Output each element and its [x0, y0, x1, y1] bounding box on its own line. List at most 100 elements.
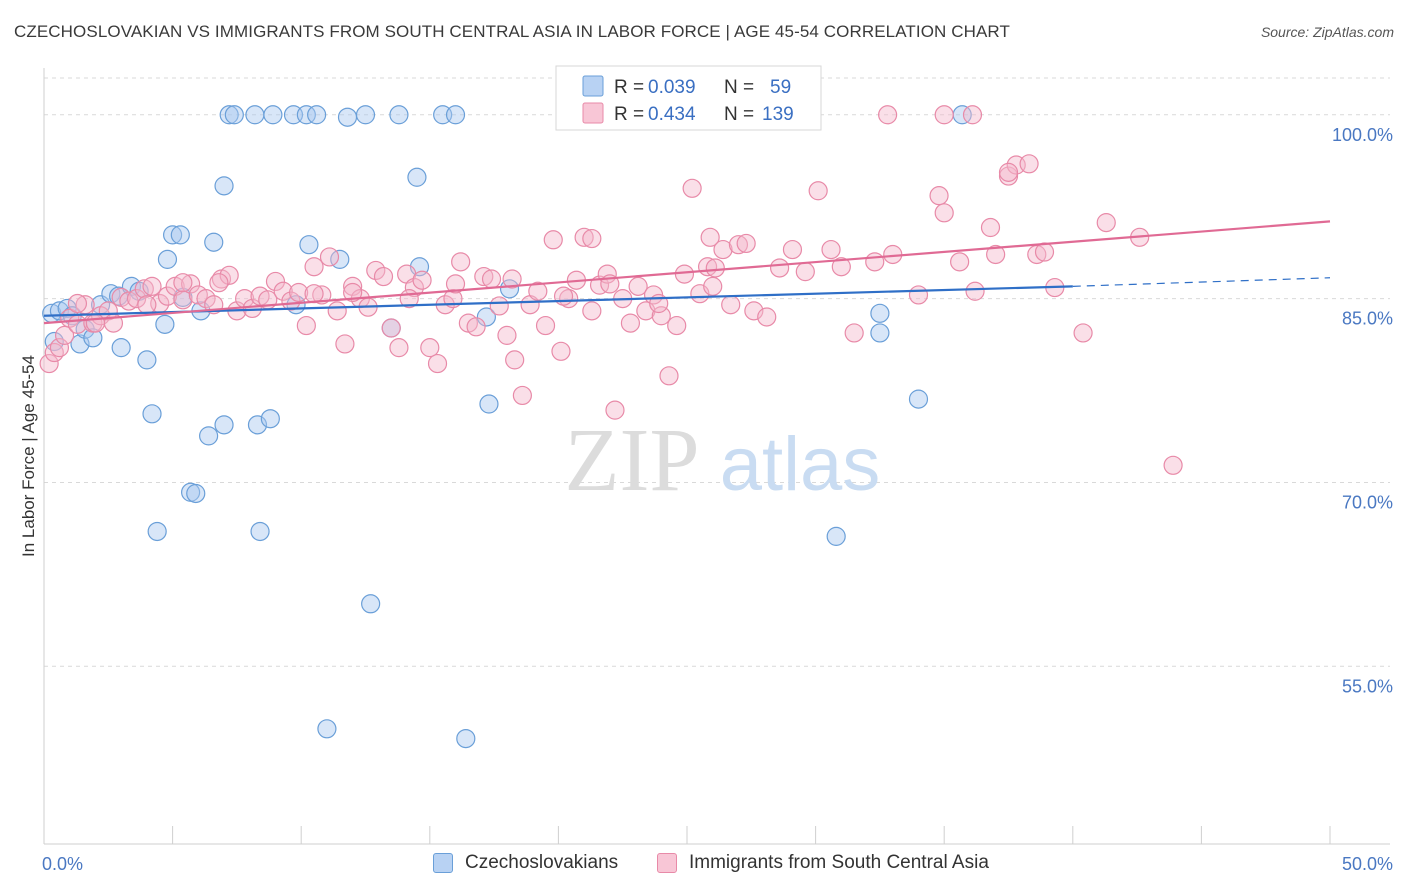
legend-pink-n-label: N = [724, 104, 754, 125]
pink-point-108 [965, 281, 985, 301]
watermark: ZIP atlas [565, 411, 881, 510]
blue-point-21 [204, 232, 224, 252]
pink-point-135 [502, 269, 522, 289]
pink-point-3 [54, 325, 75, 345]
series-czechoslovakians [42, 105, 972, 749]
watermark-zip: ZIP [565, 411, 700, 510]
pink-point-95 [769, 258, 790, 278]
blue-point-6 [83, 328, 103, 348]
blue-point-24 [245, 105, 265, 125]
blue-point-35 [157, 249, 178, 269]
blue-point-15 [142, 404, 162, 424]
pink-point-104 [908, 285, 929, 305]
pink-point-106 [934, 203, 954, 223]
pink-point-136 [553, 286, 574, 306]
pink-point-17 [157, 286, 178, 306]
pink-point-46 [381, 318, 401, 338]
legend-item-immigrants: Immigrants from South Central Asia [657, 852, 989, 874]
pink-point-113 [1019, 154, 1039, 174]
pink-point-90 [721, 295, 741, 315]
legend-pink-r-label: R = [614, 104, 644, 125]
pink-point-2 [49, 338, 70, 358]
legend-swatch-pink [657, 853, 677, 873]
legend-label-immigrants: Immigrants from South Central Asia [689, 852, 989, 873]
blue-point-23 [224, 105, 244, 125]
pink-point-68 [551, 341, 571, 361]
pink-point-51 [420, 338, 440, 358]
pink-point-40 [335, 334, 355, 354]
pink-point-99 [821, 239, 841, 260]
blue-trend-line [43, 285, 1073, 317]
pink-point-130 [209, 273, 229, 293]
pink-point-35 [296, 315, 316, 336]
pink-point-63 [512, 385, 532, 406]
blue-point-27 [296, 105, 316, 125]
y-tick-label-1: 85.0% [1342, 309, 1393, 329]
legend-blue-r-value: 0.039 [648, 77, 696, 98]
pink-point-121 [998, 162, 1019, 182]
pink-point-101 [844, 323, 864, 343]
pink-point-85 [682, 178, 702, 198]
blue-point-46 [250, 521, 270, 542]
blue-point-50 [355, 105, 376, 125]
pink-point-89 [713, 239, 733, 260]
pink-point-118 [1096, 213, 1116, 233]
legend-swatch-blue [433, 853, 453, 873]
pink-point-31 [265, 271, 286, 292]
legend-pink-swatch [582, 102, 604, 124]
legend-item-czechoslovakians: Czechoslovakians [433, 852, 618, 874]
pink-point-62 [505, 350, 525, 370]
blue-point-49 [456, 728, 476, 749]
chart-source: Source: ZipAtlas.com [1260, 24, 1394, 40]
blue-point-56 [870, 303, 890, 323]
blue-point-44 [186, 483, 206, 504]
pink-point-82 [659, 366, 679, 386]
pink-point-131 [304, 284, 324, 304]
blue-point-57 [870, 323, 890, 343]
pink-point-47 [389, 338, 409, 358]
legend-label-czechoslovakians: Czechoslovakians [465, 852, 619, 873]
pink-point-37 [312, 285, 332, 305]
series-immigrants-south-central-asia [39, 105, 1183, 475]
blue-point-53 [476, 307, 496, 327]
blue-point-48 [317, 719, 337, 739]
blue-point-7 [44, 331, 64, 352]
pink-point-102 [865, 252, 885, 272]
pink-point-34 [289, 282, 309, 303]
pink-point-60 [489, 296, 509, 316]
pink-point-65 [528, 281, 548, 301]
watermark-atlas: atlas [720, 422, 881, 507]
blue-point-36 [299, 235, 319, 255]
blue-point-32 [445, 105, 466, 125]
pink-point-55 [451, 252, 471, 272]
pink-point-32 [273, 281, 293, 301]
pink-point-59 [481, 269, 502, 289]
pink-point-92 [736, 233, 756, 254]
pink-point-109 [986, 244, 1006, 265]
blue-point-39 [199, 426, 219, 446]
chart-title: CZECHOSLOVAKIAN VS IMMIGRANTS FROM SOUTH… [14, 22, 1010, 41]
pink-trend-line [43, 220, 1331, 325]
pink-point-128 [85, 313, 106, 333]
blue-point-47 [361, 594, 381, 614]
pink-point-9 [98, 301, 118, 321]
blue-point-11 [111, 338, 131, 358]
pink-point-115 [1034, 242, 1055, 262]
pink-point-105 [929, 186, 949, 206]
pink-point-139 [703, 276, 723, 296]
pink-point-20 [181, 274, 201, 294]
pink-point-61 [497, 325, 517, 345]
pink-point-13 [126, 289, 147, 309]
pink-point-44 [366, 260, 386, 281]
pink-point-58 [474, 266, 494, 287]
pink-point-124 [962, 105, 983, 125]
pink-point-107 [950, 252, 970, 272]
pink-point-81 [651, 306, 671, 326]
pink-point-12 [119, 291, 139, 311]
pink-point-69 [559, 289, 579, 309]
y-tick-label-0: 100.0% [1332, 125, 1393, 145]
pink-point-71 [574, 227, 594, 247]
legend-blue-r-label: R = [614, 77, 644, 98]
gridlines [44, 77, 1390, 667]
blue-point-40 [214, 415, 234, 435]
